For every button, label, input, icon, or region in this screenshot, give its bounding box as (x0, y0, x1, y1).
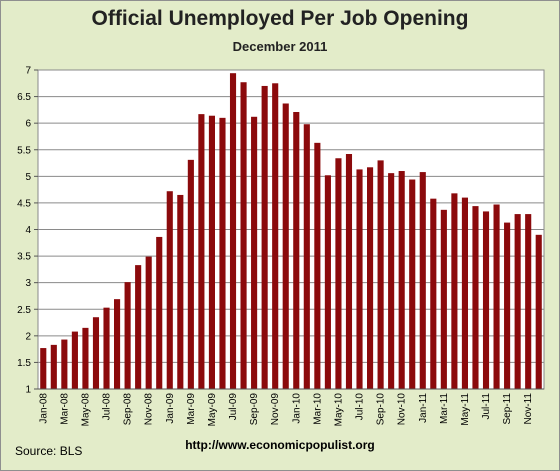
bar (71, 331, 78, 389)
y-tick-label: 6.5 (17, 92, 31, 103)
x-tick-label: May-09 (207, 393, 218, 427)
x-tick-label: Sep-11 (502, 393, 513, 425)
x-tick-label: Jan-11 (418, 393, 429, 423)
bar (229, 73, 237, 389)
x-tick-label: Jul-10 (355, 393, 366, 421)
chart-title: Official Unemployed Per Job Opening (91, 7, 469, 30)
bar (398, 171, 405, 389)
bar (525, 214, 532, 389)
bar (430, 198, 437, 389)
bar (177, 194, 184, 389)
y-tick-label: 5.5 (17, 145, 31, 156)
bar (135, 265, 142, 389)
y-tick-label: 1.5 (17, 358, 31, 369)
bar (335, 158, 342, 389)
y-tick-label: 4 (25, 225, 31, 236)
bar (293, 112, 300, 390)
bar (240, 82, 247, 389)
y-tick-label: 3 (25, 278, 31, 289)
x-tick-label: Jan-10 (291, 393, 302, 424)
bar (114, 299, 121, 389)
x-tick-label: Sep-09 (249, 393, 260, 426)
x-tick-label: May-11 (460, 393, 471, 426)
bar (504, 222, 511, 389)
bar (272, 83, 279, 390)
bar (208, 115, 215, 390)
y-tick-label: 2.5 (17, 305, 31, 316)
bar (261, 85, 268, 389)
bar (187, 159, 194, 389)
x-tick-label: Sep-10 (376, 393, 387, 426)
bar (451, 193, 458, 389)
bar (388, 173, 395, 389)
bar (345, 154, 353, 389)
bar (103, 307, 110, 389)
y-tick-label: 2 (25, 331, 31, 342)
bar (367, 167, 374, 389)
bar (303, 124, 310, 389)
bar (514, 214, 521, 389)
y-tick-label: 6 (25, 119, 31, 130)
x-tick-label: May-08 (80, 393, 91, 427)
x-tick-label: Mar-08 (59, 393, 70, 425)
chart-subtitle: December 2011 (232, 39, 328, 54)
x-tick-label: Jan-08 (38, 393, 49, 424)
bar (82, 327, 89, 389)
footer-url[interactable]: http://www.economicpopulist.org (185, 438, 375, 452)
bar (409, 179, 416, 389)
y-tick-label: 1 (25, 385, 31, 396)
x-tick-label: Mar-09 (186, 393, 197, 425)
y-tick-label: 3.5 (17, 252, 31, 263)
bar (145, 256, 152, 389)
bar (377, 160, 384, 389)
source-note: Source: BLS (15, 444, 83, 458)
x-tick-label: Mar-10 (312, 393, 323, 425)
bar (440, 209, 447, 389)
bar (124, 282, 131, 389)
y-tick-label: 4.5 (17, 198, 31, 209)
x-tick-label: Mar-11 (439, 393, 450, 424)
x-tick-label: Jul-08 (102, 393, 113, 421)
y-tick-label: 7 (25, 66, 31, 77)
x-tick-label: Nov-10 (397, 393, 408, 426)
bar (251, 116, 258, 389)
bar (419, 172, 426, 389)
bar (40, 348, 47, 389)
y-tick-label: 5 (25, 172, 31, 183)
x-tick-label: Nov-08 (144, 393, 155, 426)
bar (482, 211, 490, 389)
bar (472, 206, 479, 389)
bar (461, 197, 468, 389)
bar (92, 317, 100, 389)
bar (535, 234, 542, 389)
x-tick-label: Jan-09 (165, 393, 176, 424)
x-tick-label: Jul-09 (228, 393, 239, 421)
bar (50, 344, 57, 389)
bar (166, 191, 173, 389)
bar (493, 204, 500, 389)
bar (61, 339, 68, 389)
x-tick-label: Nov-09 (270, 393, 281, 426)
bar (156, 236, 163, 389)
bar (219, 117, 226, 389)
bar (198, 114, 205, 390)
x-tick-label: Sep-08 (123, 393, 134, 426)
bar (324, 175, 331, 389)
bar (356, 169, 363, 389)
x-tick-label: Nov-11 (523, 393, 534, 425)
bar (282, 103, 289, 390)
x-tick-label: Jul-11 (481, 393, 492, 420)
x-tick-label: May-10 (333, 393, 344, 427)
bar (314, 142, 321, 389)
